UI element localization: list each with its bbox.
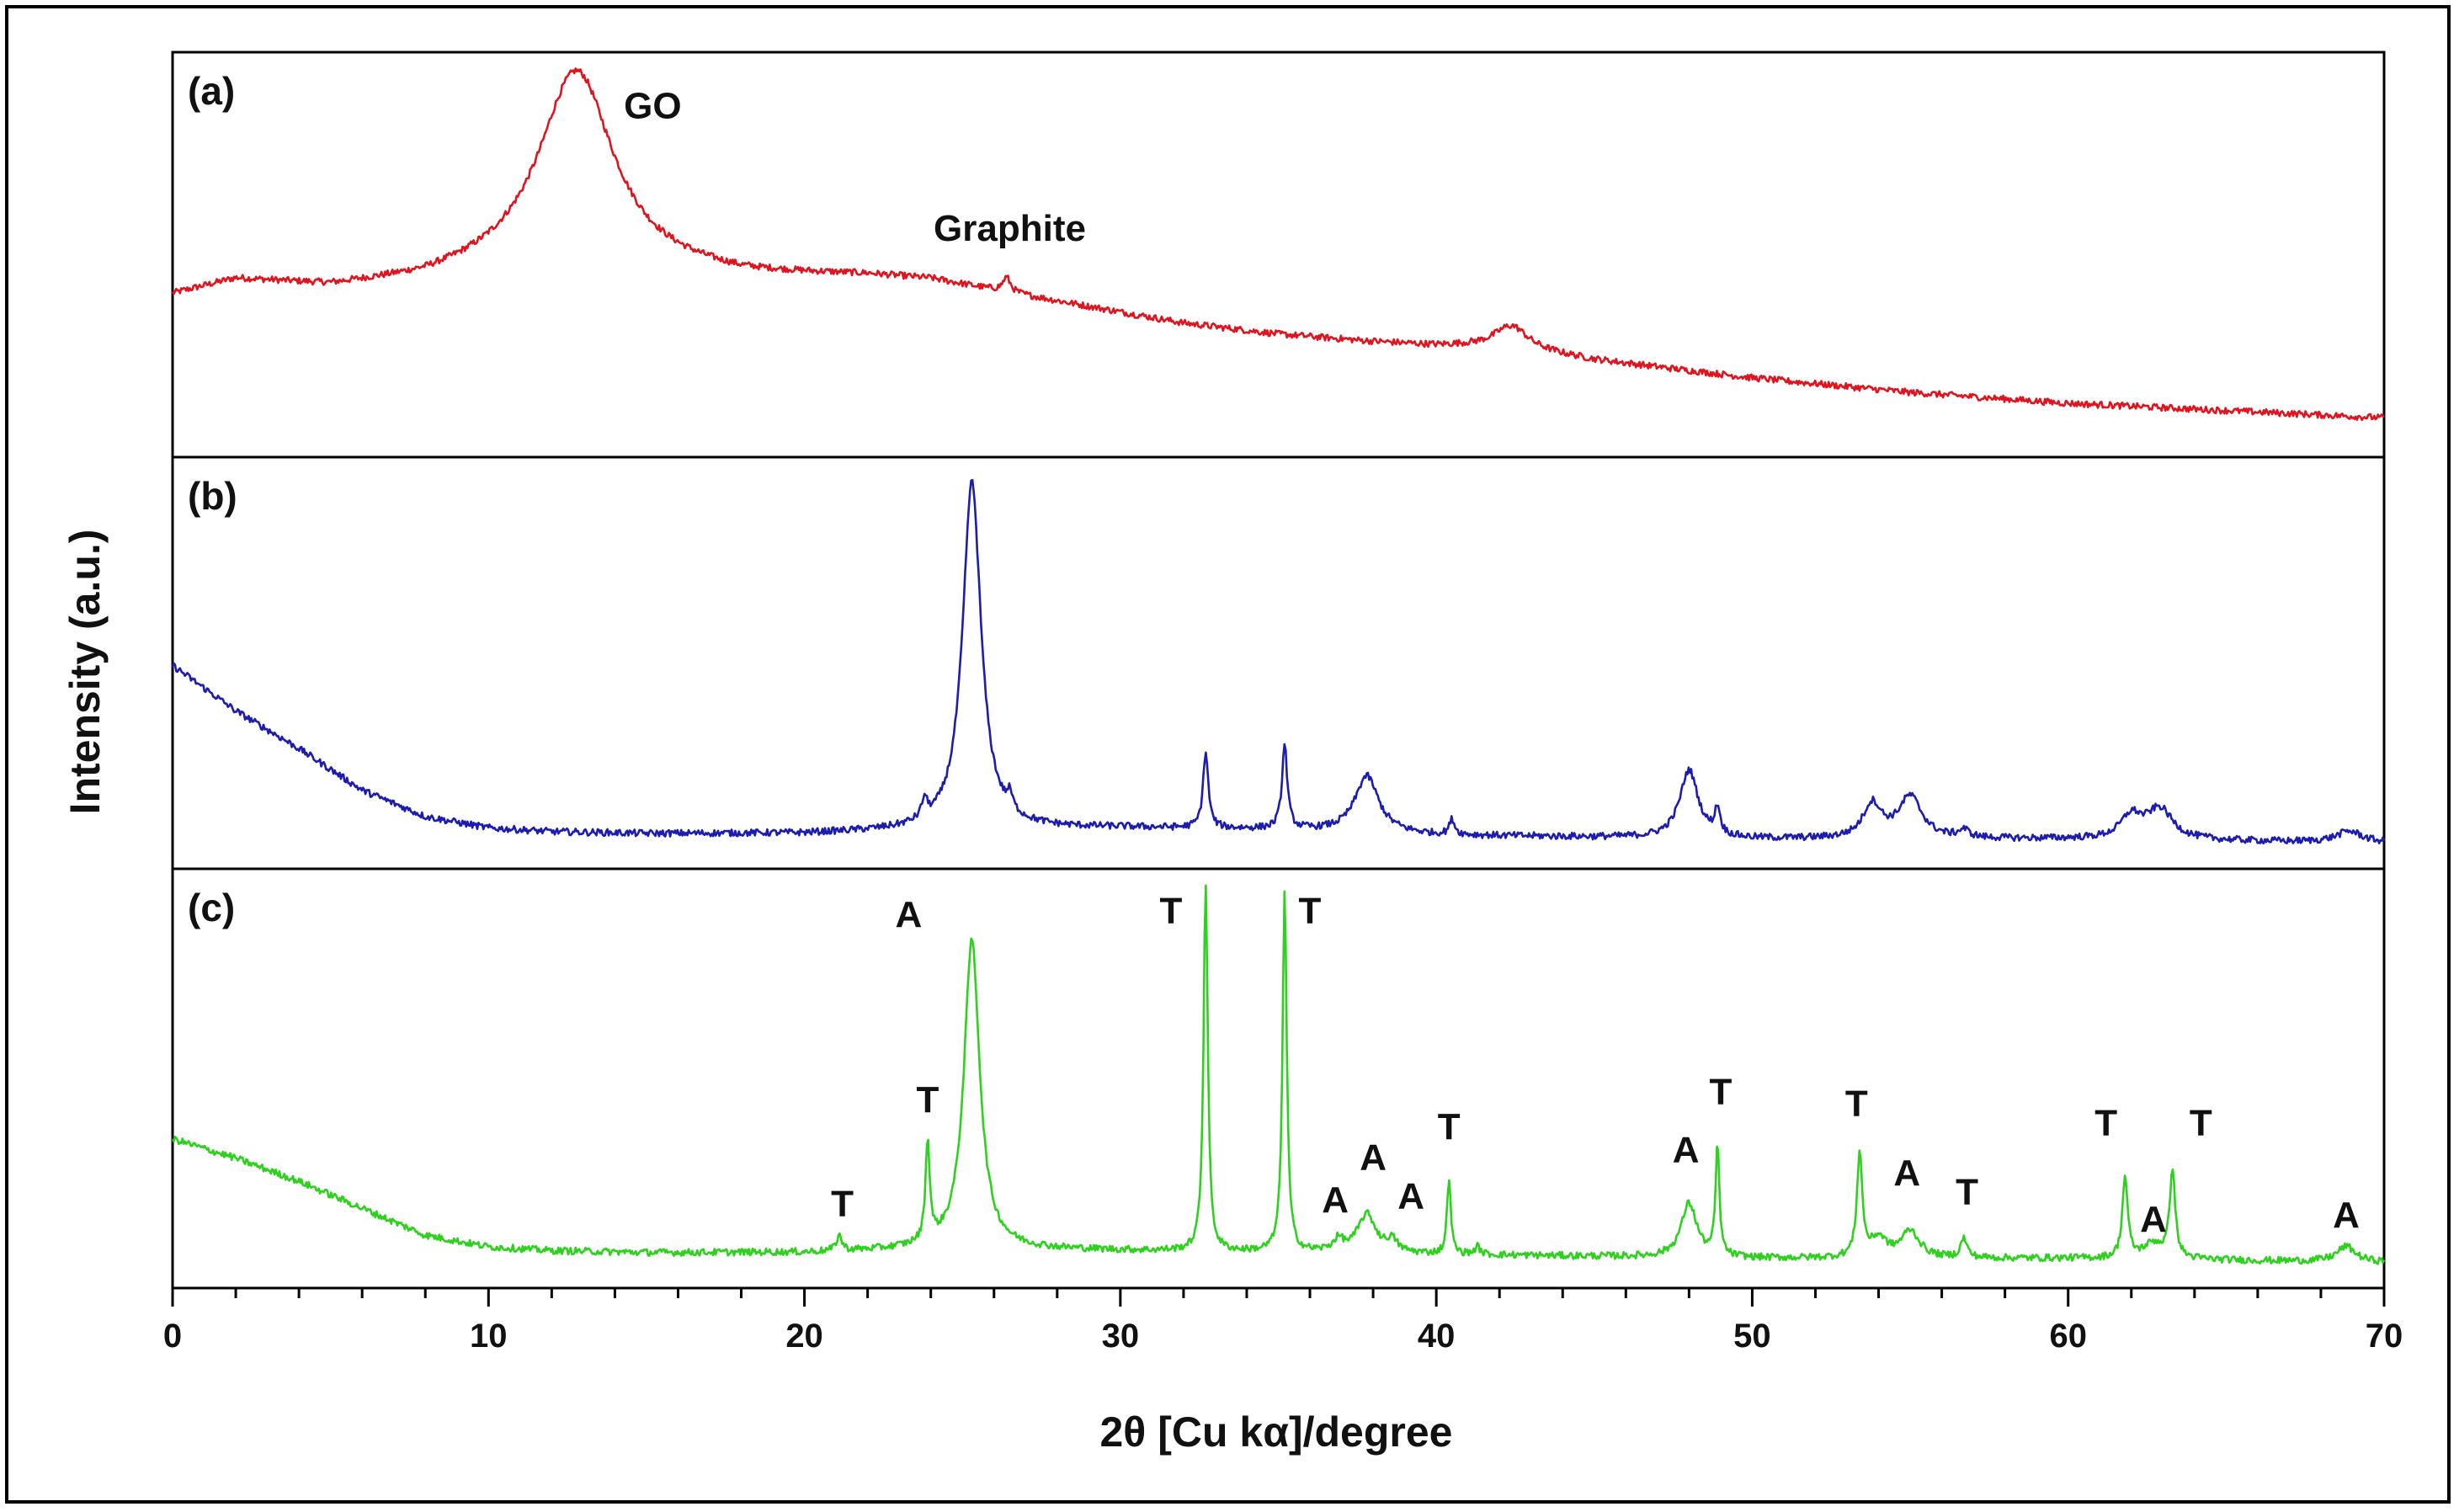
panel-1: (a) GO Graphite: [171, 51, 2386, 459]
peak-annotation: T: [2190, 1102, 2212, 1143]
x-tick-label: 20: [785, 1318, 823, 1355]
peak-annotation: A: [2140, 1199, 2167, 1240]
peak-annotation: GO: [624, 85, 681, 126]
peak-annotation: A: [1397, 1175, 1424, 1217]
x-tick-label: 60: [2049, 1318, 2087, 1355]
x-tick-label: 50: [1733, 1318, 1771, 1355]
x-axis: 0 10 20 30 40 50 60 70: [163, 1288, 2403, 1355]
series-line: [171, 478, 2386, 844]
peak-annotation: A: [896, 894, 923, 935]
peak-annotation: T: [831, 1184, 854, 1225]
peak-annotation: A: [1673, 1129, 1700, 1170]
peak-annotation: T: [916, 1079, 939, 1121]
x-tick-label: 10: [470, 1318, 508, 1355]
peak-annotation: A: [1322, 1179, 1349, 1221]
peak-annotation: T: [1956, 1172, 1978, 1213]
panel-label: (b): [188, 474, 237, 518]
series-line: [171, 67, 2385, 422]
x-tick-label: 0: [163, 1318, 182, 1355]
x-tick-label: 40: [1418, 1318, 1456, 1355]
peak-annotation: T: [1299, 890, 1322, 931]
panel-label: (a): [188, 69, 235, 113]
peak-annotation: A: [1893, 1153, 1920, 1194]
panel-frame: [171, 867, 2386, 1290]
peak-annotation: T: [1438, 1106, 1461, 1147]
y-axis-label: Intensity (a.u.): [61, 530, 109, 815]
x-tick-label: 30: [1102, 1318, 1140, 1355]
panel-2: (b): [171, 455, 2386, 870]
peak-annotation: A: [1360, 1137, 1387, 1179]
panel-label: (c): [188, 886, 235, 929]
peak-annotation: T: [2094, 1102, 2117, 1143]
peak-annotation: T: [1845, 1083, 1868, 1124]
series-line: [171, 884, 2386, 1265]
peak-annotation: A: [2333, 1195, 2360, 1236]
panel-frame: [171, 51, 2386, 459]
x-tick-label: 70: [2366, 1318, 2403, 1355]
peak-annotation: T: [1159, 890, 1182, 931]
figure-frame: [5, 5, 2451, 1504]
peak-annotation: T: [1709, 1072, 1732, 1113]
peak-annotation: Graphite: [934, 208, 1086, 249]
x-axis-label: 2θ [Cu kα]/degree: [1100, 1408, 1453, 1456]
